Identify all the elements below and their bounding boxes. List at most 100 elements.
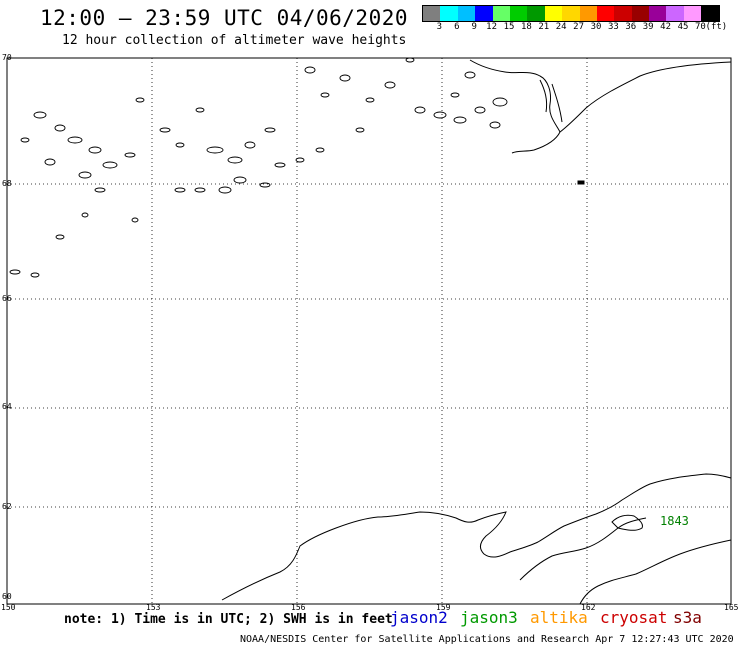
contour xyxy=(433,111,447,119)
legend-tick-label: 24 xyxy=(555,22,567,32)
legend-unit-label: (ft) xyxy=(705,22,728,32)
coastline-north-east xyxy=(559,61,732,133)
legend-swatch xyxy=(562,6,580,21)
contour xyxy=(218,186,232,194)
legend-tick-label: 18 xyxy=(520,22,532,32)
contour xyxy=(489,121,501,129)
map-subtitle: 12 hour collection of altimeter wave hei… xyxy=(62,33,407,48)
lon-label-156: 156 xyxy=(291,603,306,612)
legend-swatch xyxy=(701,6,719,21)
map-title: 12:00 – 23:59 UTC 04/06/2020 xyxy=(40,6,409,30)
contour xyxy=(355,127,365,133)
southern-coastline xyxy=(221,473,732,605)
satellite-altika: altika xyxy=(530,608,588,627)
contour xyxy=(492,97,508,107)
graticule xyxy=(7,58,731,604)
contour xyxy=(55,234,65,240)
contour xyxy=(384,81,396,89)
legend-tick-label: 15 xyxy=(503,22,515,32)
contour xyxy=(81,212,89,218)
contour xyxy=(339,74,351,82)
legend-swatch xyxy=(596,6,615,21)
coastline-norton-sound xyxy=(221,473,732,601)
northern-coastline xyxy=(469,59,732,185)
contour xyxy=(453,116,467,124)
legend-tick-label: 42 xyxy=(660,22,672,32)
coastline-kotzebue xyxy=(469,59,561,154)
lon-label-165: 165 xyxy=(724,603,739,612)
contour xyxy=(30,272,40,278)
legend-tick-label: 39 xyxy=(642,22,654,32)
legend-swatch xyxy=(492,6,510,21)
contour xyxy=(159,127,171,133)
lon-label-153: 153 xyxy=(146,603,161,612)
contour xyxy=(175,142,185,148)
station-label: 1843 xyxy=(660,514,689,528)
contour xyxy=(464,71,476,79)
legend-swatch xyxy=(631,6,650,21)
contour xyxy=(450,92,460,98)
contour xyxy=(295,157,305,163)
coastline-island xyxy=(611,514,643,531)
coastline-island-mark xyxy=(577,180,585,185)
legend-swatch xyxy=(649,6,667,21)
contour xyxy=(233,176,247,184)
legend-tick-label: 21 xyxy=(538,22,550,32)
satellite-jason2: jason2 xyxy=(390,608,448,627)
contour xyxy=(102,161,118,169)
footer-credit: NOAA/NESDIS Center for Satellite Applica… xyxy=(240,634,734,645)
legend-tick-label: 70 xyxy=(694,22,706,32)
satellite-cryosat: cryosat xyxy=(600,608,668,627)
legend-swatch xyxy=(509,6,528,21)
map-frame xyxy=(6,57,732,605)
lat-label-60: 60 xyxy=(2,592,12,601)
legend-swatch xyxy=(683,6,702,21)
legend-swatch xyxy=(457,6,476,21)
legend-tick-label: 36 xyxy=(625,22,637,32)
legend-tick-label: 30 xyxy=(590,22,602,32)
coastline-inlet xyxy=(539,79,563,123)
contour xyxy=(44,158,56,166)
contour xyxy=(264,127,276,133)
contour xyxy=(20,137,30,143)
contour xyxy=(365,97,375,103)
contour xyxy=(244,141,256,149)
satellite-jason3: jason3 xyxy=(460,608,518,627)
legend-swatch xyxy=(527,6,545,21)
contour xyxy=(194,187,206,193)
legend-tick-label: 45 xyxy=(677,22,689,32)
contour xyxy=(320,92,330,98)
contour xyxy=(33,111,47,119)
lon-label-150: 150 xyxy=(1,603,16,612)
contour xyxy=(9,269,21,275)
contour xyxy=(315,147,325,153)
wave-height-contours xyxy=(9,57,508,278)
contour xyxy=(274,162,286,168)
legend-tick-label: 12 xyxy=(486,22,498,32)
lon-label-162: 162 xyxy=(581,603,596,612)
lat-label-68: 68 xyxy=(2,179,12,188)
legend-tick-label: 3 xyxy=(436,22,443,32)
contour xyxy=(124,152,136,158)
legend-tick-label: 9 xyxy=(471,22,477,32)
contour xyxy=(135,97,145,103)
contour xyxy=(414,106,426,114)
legend-swatch xyxy=(666,6,684,21)
contour xyxy=(67,136,83,144)
wave-height-scale-labels: 3 6 9 12 15 18 21 24 27 30 33 36 39 42 45 70 (ft) xyxy=(422,22,740,34)
contour xyxy=(405,57,415,63)
contour xyxy=(206,146,224,154)
legend-swatch xyxy=(423,6,441,21)
contour xyxy=(195,107,205,113)
legend-swatch xyxy=(544,6,563,21)
satellite-s3a: s3a xyxy=(673,608,702,627)
lat-label-64: 64 xyxy=(2,402,12,411)
footer-note: note: 1) Time is in UTC; 2) SWH is in fe… xyxy=(64,612,393,627)
contour xyxy=(259,182,271,188)
legend-tick-label: 33 xyxy=(607,22,619,32)
legend-tick-label: 27 xyxy=(573,22,585,32)
contour xyxy=(227,156,243,164)
contour xyxy=(174,187,186,193)
contour xyxy=(94,187,106,193)
